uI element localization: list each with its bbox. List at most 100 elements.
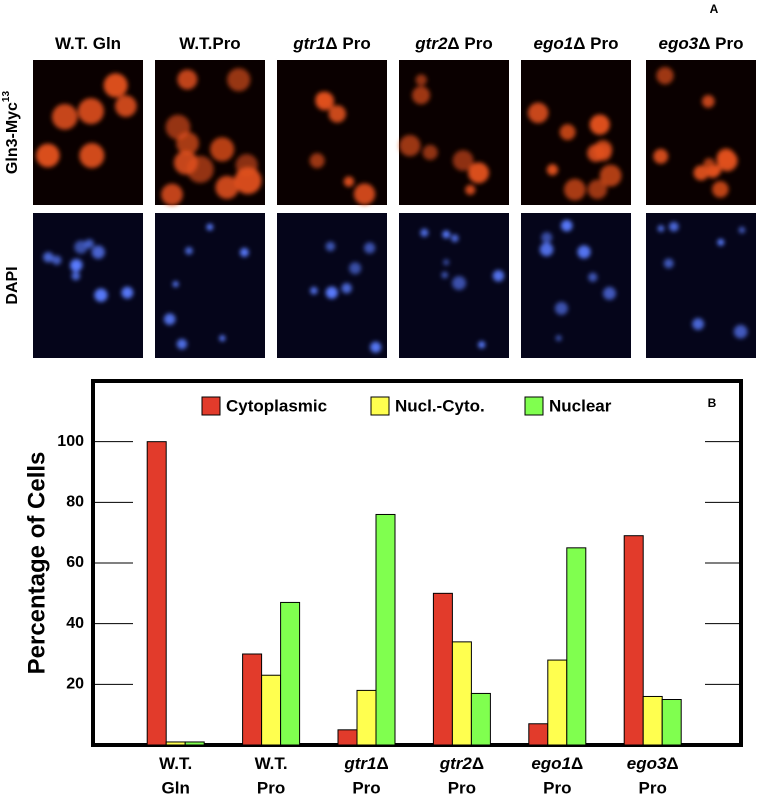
legend-swatch: [524, 396, 544, 416]
cells: [657, 221, 748, 339]
cell: [587, 179, 608, 200]
cell: [343, 176, 355, 187]
x-tick-label: Pro: [448, 778, 476, 797]
category-suffix: Δ: [666, 754, 678, 773]
micrograph: [155, 60, 265, 206]
micrograph: [33, 213, 143, 358]
cell: [51, 103, 78, 130]
header-suffix: Δ Pro: [447, 34, 492, 53]
bar: [337, 729, 358, 746]
nucleus: [70, 260, 82, 272]
cells: [653, 66, 738, 198]
micrograph: [277, 213, 387, 358]
cell: [422, 144, 438, 161]
cell: [173, 150, 198, 175]
cell: [559, 124, 576, 141]
y-tick-label: 40: [66, 615, 84, 632]
nucleus: [325, 286, 338, 299]
strain-name: W.T.: [159, 754, 192, 773]
micrograph: [33, 60, 143, 205]
micrograph-bg: [521, 213, 631, 358]
nucleus: [478, 341, 486, 349]
category-suffix: Δ: [571, 754, 583, 773]
cell: [177, 69, 198, 90]
cell: [653, 148, 669, 164]
panel-a-label: A: [710, 2, 719, 16]
cell: [411, 86, 431, 105]
nucleus: [94, 288, 108, 302]
cell: [701, 95, 715, 108]
row-label: DAPI: [4, 266, 21, 304]
nucleus: [554, 301, 568, 315]
nucleus: [84, 239, 94, 249]
cell: [415, 74, 427, 86]
strain-name: W.T. Gln: [55, 34, 121, 53]
bar: [470, 692, 491, 746]
x-tick-label: Pro: [639, 778, 667, 797]
legend-label: Cytoplasmic: [226, 396, 327, 415]
cell: [77, 98, 104, 125]
cell: [593, 140, 613, 159]
x-tick-label: Pro: [257, 778, 285, 797]
nucleus: [452, 276, 467, 291]
nucleus: [206, 223, 214, 231]
y-tick-label: 80: [66, 494, 84, 511]
cell: [79, 143, 105, 169]
header-suffix: Δ Pro: [325, 34, 370, 53]
cells: [35, 73, 137, 169]
cell: [599, 164, 622, 187]
column-header: ego3Δ Pro: [659, 34, 744, 53]
nucleus: [492, 270, 505, 282]
column-header: gtr1Δ Pro: [292, 34, 370, 53]
gene-name: gtr1: [343, 754, 376, 773]
nucleus: [163, 313, 176, 325]
column-header: W.T. Gln: [55, 34, 121, 53]
nucleus: [341, 282, 352, 294]
cells: [420, 228, 505, 349]
nucleus: [121, 286, 134, 299]
column-header: W.T.Pro: [179, 34, 240, 53]
cells: [309, 91, 376, 205]
cell: [161, 183, 183, 206]
micrograph: [155, 213, 265, 358]
nucleus: [442, 230, 451, 239]
bar: [184, 741, 205, 746]
x-tick-label: gtr2Δ: [439, 754, 484, 773]
nucleus: [539, 242, 554, 257]
micrograph: [399, 60, 509, 205]
cell: [399, 134, 421, 157]
y-tick-label: 60: [66, 554, 84, 571]
y-tick-label: 100: [57, 433, 84, 450]
nucleus: [310, 286, 318, 295]
x-tick-label: ego3Δ: [627, 754, 679, 773]
row-label-text: DAPI: [4, 266, 21, 304]
nucleus: [450, 234, 459, 243]
nucleus: [560, 219, 573, 232]
cell: [215, 175, 239, 200]
gene-name: ego3: [659, 34, 699, 53]
cell: [328, 105, 347, 123]
cell: [546, 164, 559, 176]
cells: [163, 223, 249, 350]
bar: [375, 513, 396, 746]
x-tick-label: ego1Δ: [531, 754, 583, 773]
nucleus: [443, 259, 450, 266]
column-header: ego1Δ Pro: [534, 34, 619, 53]
nucleus: [668, 221, 679, 232]
nucleus: [657, 225, 665, 232]
nucleus: [738, 226, 746, 234]
cell: [227, 68, 251, 92]
x-tick-label: W.T.: [159, 754, 192, 773]
cell: [693, 165, 709, 181]
gene-name: ego3: [627, 754, 667, 773]
micrograph: [521, 213, 631, 358]
header-suffix: Δ Pro: [573, 34, 618, 53]
nucleus: [74, 240, 88, 254]
cells: [399, 74, 490, 196]
nucleus: [555, 335, 562, 342]
bar: [356, 689, 377, 746]
nucleus: [420, 228, 429, 237]
y-tick-label: 20: [66, 676, 84, 693]
cell: [115, 95, 137, 117]
